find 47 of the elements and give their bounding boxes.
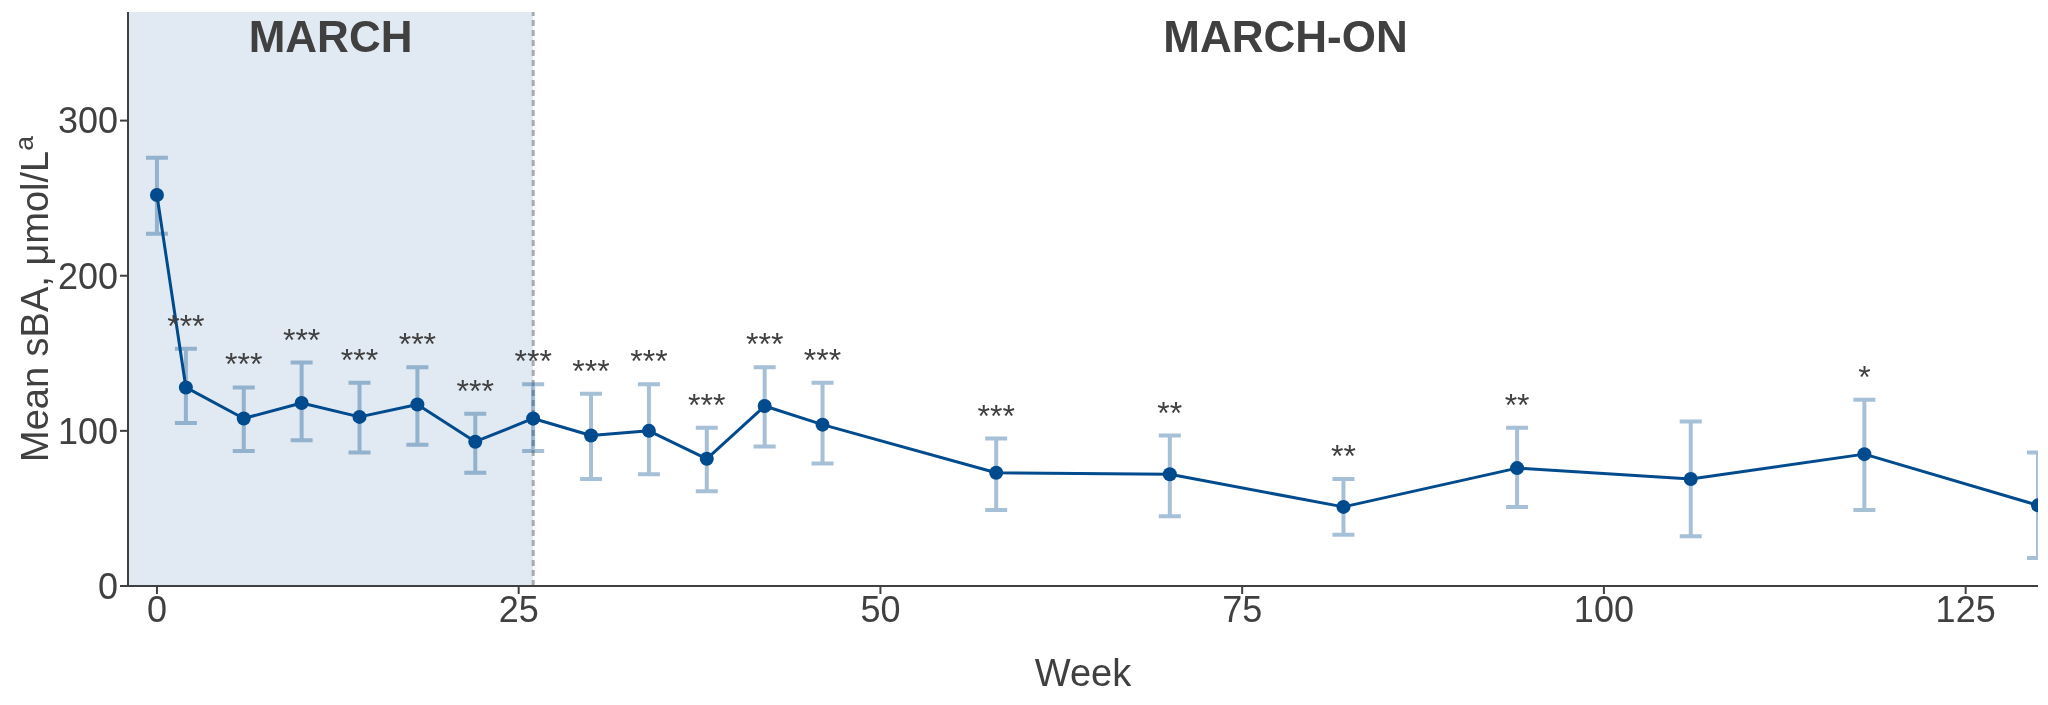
point — [526, 411, 541, 426]
y-tick-label: 100 — [57, 410, 118, 452]
point — [410, 397, 425, 412]
point — [468, 434, 483, 449]
point — [1857, 447, 1872, 462]
annotation: *** — [745, 326, 784, 363]
point — [294, 395, 309, 410]
annotation: * — [1858, 358, 1871, 395]
annotation: ** — [1504, 386, 1530, 423]
x-axis-title: Week — [1034, 652, 1133, 694]
annotation: *** — [803, 341, 842, 378]
point — [1510, 461, 1525, 476]
point — [1336, 499, 1351, 514]
annotation: *** — [456, 372, 494, 409]
annotation: *** — [977, 397, 1015, 434]
point — [1162, 467, 1177, 482]
x-tick-label: 25 — [498, 588, 539, 630]
y-tick-label: 300 — [57, 100, 118, 142]
x-tick-label: 125 — [1935, 588, 1996, 630]
point — [352, 409, 367, 424]
point — [757, 399, 772, 414]
point — [236, 411, 251, 426]
annotation: *** — [688, 386, 726, 423]
point — [989, 465, 1004, 480]
point — [178, 380, 193, 395]
annotation: *** — [398, 326, 437, 363]
x-tick-label: 100 — [1573, 588, 1634, 630]
point — [699, 451, 714, 466]
annotation: MARCH-ON — [1163, 12, 1408, 61]
band-label: MARCH — [248, 12, 413, 61]
point — [584, 428, 599, 443]
annotation: *** — [514, 343, 552, 380]
annotation: *** — [572, 352, 610, 389]
x-tick-label: 0 — [146, 588, 167, 630]
point — [1683, 471, 1698, 486]
point — [815, 417, 830, 432]
x-tick-label: 50 — [860, 588, 901, 630]
annotation: *** — [630, 343, 668, 380]
point — [149, 188, 164, 203]
y-tick-label: 200 — [57, 255, 118, 297]
annotation: ** — [1157, 394, 1183, 431]
annotation: ** — [1331, 437, 1356, 474]
point — [641, 423, 656, 438]
x-tick-label: 75 — [1222, 588, 1263, 630]
annotation: *** — [340, 341, 379, 378]
annotation: *** — [225, 346, 263, 383]
annotation: *** — [282, 321, 321, 358]
